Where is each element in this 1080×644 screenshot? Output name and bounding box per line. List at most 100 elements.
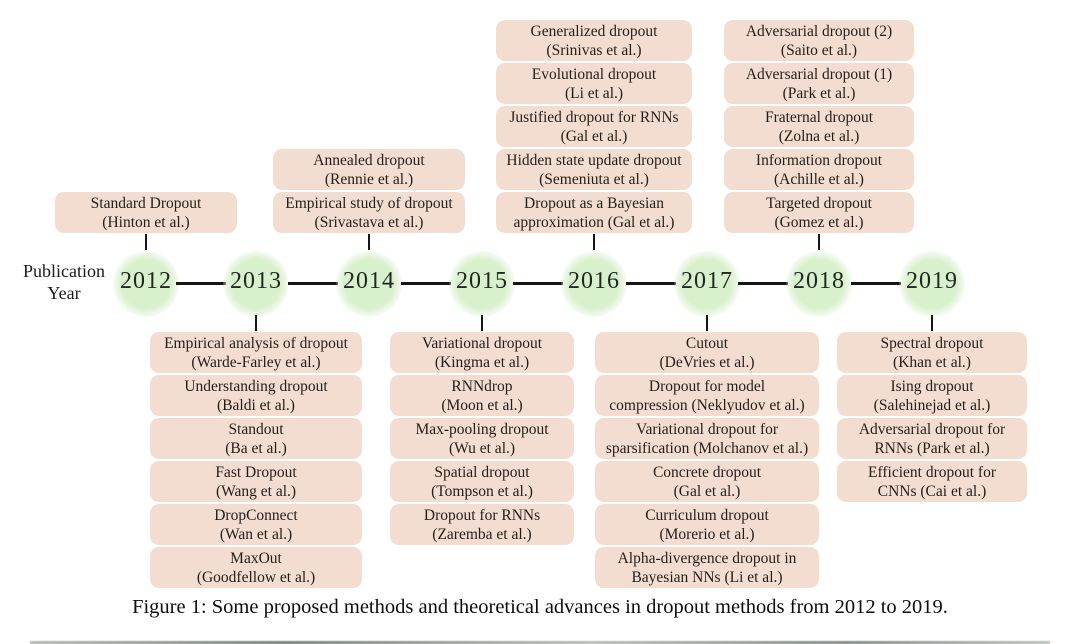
method-column-2018: Adversarial dropout (2) (Saito et al.) Adv… bbox=[724, 20, 914, 233]
method-name: RNNdrop bbox=[451, 377, 513, 395]
method-citation: (Semeniuta et al.) bbox=[539, 170, 649, 188]
method-citation: (Gomez et al.) bbox=[774, 213, 864, 231]
method-box: Information dropout (Achille et al.) bbox=[724, 149, 914, 190]
method-column-2019: Spectral dropout (Khan et al.) Ising dropo… bbox=[837, 332, 1027, 502]
timeline-connector bbox=[738, 282, 788, 285]
axis-label-line1: Publication bbox=[23, 261, 105, 281]
method-citation: (Moon et al.) bbox=[441, 396, 523, 414]
timeline-node-circle bbox=[223, 251, 289, 317]
method-citation: (Salehinejad et al.) bbox=[873, 396, 991, 414]
method-name: Understanding dropout bbox=[184, 377, 328, 395]
method-name: Empirical study of dropout bbox=[285, 194, 453, 212]
year-label-2016: 2016 bbox=[568, 268, 620, 294]
method-box: Understanding dropout (Baldi et al.) bbox=[150, 375, 362, 416]
method-name: Standout bbox=[228, 420, 284, 438]
publication-year-axis-label: Publication Year bbox=[10, 260, 118, 304]
method-box: Hidden state update dropout (Semeniuta et… bbox=[496, 149, 692, 190]
method-box: Fast Dropout (Wang et al.) bbox=[150, 461, 362, 502]
cropped-content-artifact bbox=[30, 641, 1050, 644]
timeline-connector bbox=[176, 282, 226, 285]
method-citation: (Achille et al.) bbox=[774, 170, 864, 188]
method-name: DropConnect bbox=[214, 506, 298, 524]
method-box: Spatial dropout (Tompson et al.) bbox=[390, 461, 574, 502]
method-column-2014: Annealed dropout (Rennie et al.) Empirical… bbox=[273, 149, 465, 233]
method-citation: (Saito et al.) bbox=[780, 41, 858, 59]
method-box: Targeted dropout (Gomez et al.) bbox=[724, 192, 914, 233]
method-citation: (Hinton et al.) bbox=[102, 213, 190, 231]
method-citation: (Baldi et al.) bbox=[217, 396, 295, 414]
method-box: Max-pooling dropout (Wu et al.) bbox=[390, 418, 574, 459]
method-name: Generalized dropout bbox=[530, 22, 658, 40]
method-name: Spectral dropout bbox=[880, 334, 984, 352]
method-box: Ising dropout (Salehinejad et al.) bbox=[837, 375, 1027, 416]
method-box: Dropout for model compression (Neklyudov … bbox=[595, 375, 819, 416]
method-citation: (Srivastava et al.) bbox=[314, 213, 424, 231]
method-citation: (Wu et al.) bbox=[448, 439, 516, 457]
year-label-2018: 2018 bbox=[793, 268, 845, 294]
method-citation: (Zolna et al.) bbox=[778, 127, 860, 145]
timeline-node-circle bbox=[113, 251, 179, 317]
timeline-node-circle bbox=[899, 251, 965, 317]
method-name: Evolutional dropout bbox=[531, 65, 657, 83]
method-box: Spectral dropout (Khan et al.) bbox=[837, 332, 1027, 373]
year-label-2015: 2015 bbox=[456, 268, 508, 294]
method-name: Alpha-divergence dropout in bbox=[617, 549, 797, 567]
method-citation: (Goodfellow et al.) bbox=[196, 568, 316, 586]
method-citation: RNNs (Park et al.) bbox=[874, 439, 990, 457]
method-citation: (Gal et al.) bbox=[673, 482, 741, 500]
column-tick bbox=[481, 315, 483, 331]
method-box: Annealed dropout (Rennie et al.) bbox=[273, 149, 465, 190]
method-name: Variational dropout bbox=[421, 334, 543, 352]
method-name: Concrete dropout bbox=[652, 463, 762, 481]
column-tick bbox=[706, 315, 708, 331]
year-label-2014: 2014 bbox=[343, 268, 395, 294]
method-box: DropConnect (Wan et al.) bbox=[150, 504, 362, 545]
year-label-2019: 2019 bbox=[906, 268, 958, 294]
method-citation: (Li et al.) bbox=[564, 84, 624, 102]
method-citation: (DeVries et al.) bbox=[659, 353, 755, 371]
method-name: Efficient dropout for bbox=[868, 463, 996, 481]
method-citation: (Tompson et al.) bbox=[431, 482, 533, 500]
method-box: Cutout (DeVries et al.) bbox=[595, 332, 819, 373]
timeline-node-circle bbox=[449, 251, 515, 317]
method-box: Variational dropout for sparsification (M… bbox=[595, 418, 819, 459]
axis-label-line2: Year bbox=[47, 283, 81, 303]
method-name: Fraternal dropout bbox=[764, 108, 874, 126]
method-box: Concrete dropout (Gal et al.) bbox=[595, 461, 819, 502]
method-box: Adversarial dropout for RNNs (Park et al.… bbox=[837, 418, 1027, 459]
method-citation: (Wan et al.) bbox=[219, 525, 293, 543]
column-tick bbox=[368, 234, 370, 250]
method-name: Empirical analysis of dropout bbox=[164, 334, 348, 352]
method-box: Standout (Ba et al.) bbox=[150, 418, 362, 459]
method-citation: (Srinivas et al.) bbox=[546, 41, 642, 59]
year-label-2017: 2017 bbox=[681, 268, 733, 294]
timeline-node-circle bbox=[561, 251, 627, 317]
method-name: Spatial dropout bbox=[434, 463, 530, 481]
method-name: Cutout bbox=[685, 334, 729, 352]
method-citation: Bayesian NNs (Li et al.) bbox=[631, 568, 783, 586]
column-tick bbox=[818, 234, 820, 250]
timeline-connector bbox=[850, 282, 901, 285]
method-column-2013: Empirical analysis of dropout (Warde-Farl… bbox=[150, 332, 362, 588]
timeline-node-circle bbox=[786, 251, 852, 317]
year-label-2013: 2013 bbox=[230, 268, 282, 294]
method-citation: (Zaremba et al.) bbox=[432, 525, 532, 543]
method-citation: approximation (Gal et al.) bbox=[513, 213, 675, 231]
method-name: Dropout for model bbox=[648, 377, 766, 395]
method-name: Ising dropout bbox=[890, 377, 974, 395]
method-box: Empirical analysis of dropout (Warde-Farl… bbox=[150, 332, 362, 373]
method-name: Targeted dropout bbox=[766, 194, 872, 212]
method-box: Adversarial dropout (2) (Saito et al.) bbox=[724, 20, 914, 61]
method-name: Variational dropout for bbox=[635, 420, 779, 438]
column-tick bbox=[931, 315, 933, 331]
method-column-2017: Cutout (DeVries et al.) Dropout for model c… bbox=[595, 332, 819, 588]
method-box: Justified dropout for RNNs (Gal et al.) bbox=[496, 106, 692, 147]
method-box: Dropout as a Bayesian approximation (Gal … bbox=[496, 192, 692, 233]
method-box: Efficient dropout for CNNs (Cai et al.) bbox=[837, 461, 1027, 502]
method-name: Annealed dropout bbox=[313, 151, 425, 169]
method-column-2012: Standard Dropout (Hinton et al.) bbox=[55, 192, 237, 233]
method-name: Hidden state update dropout bbox=[506, 151, 682, 169]
method-citation: (Wang et al.) bbox=[215, 482, 297, 500]
method-citation: sparsification (Molchanov et al.) bbox=[605, 439, 809, 457]
method-citation: (Park et al.) bbox=[782, 84, 856, 102]
